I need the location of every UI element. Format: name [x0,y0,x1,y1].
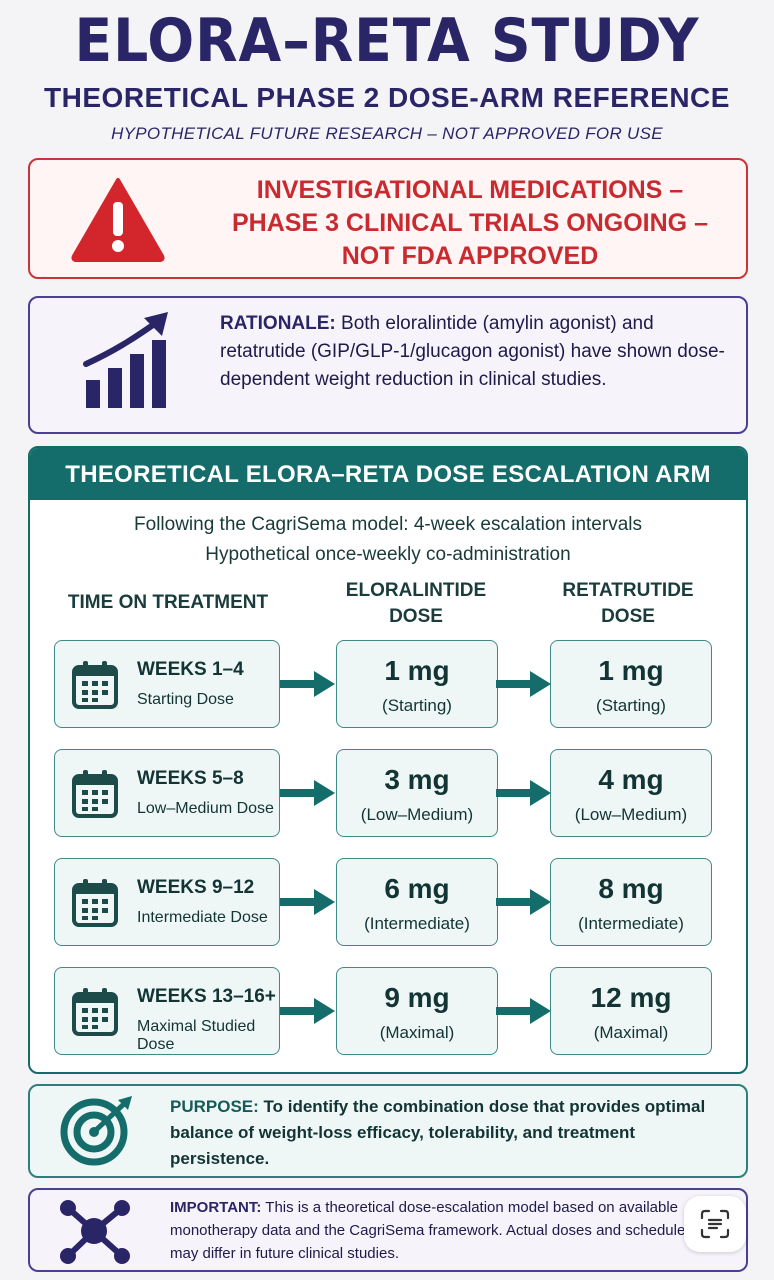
warning-line-3: NOT FDA APPROVED [341,242,599,270]
rationale-panel: RATIONALE: Both eloralintide (amylin ago… [28,296,748,434]
retatrutide-dose: 12 mg [590,982,672,1013]
column-header-eloralintide-line1: ELORALINTIDE [345,580,487,601]
treatment-period: WEEKS 1–4 [137,659,244,680]
rationale-text: RATIONALE: Both eloralintide (amylin ago… [220,310,730,394]
retatrutide-dose-card: 4 mg (Low–Medium) [550,749,712,837]
dose-stage: Starting Dose [137,691,234,708]
rising-bar-chart-icon [83,312,168,408]
escalation-interval-note: Following the CagriSema model: 4-week es… [134,514,642,535]
warning-banner: INVESTIGATIONAL MEDICATIONS – PHASE 3 CL… [28,158,748,279]
eloralintide-dose: 6 mg [384,873,450,904]
dose-escalation-subtitle: Following the CagriSema model: 4-week es… [30,510,746,570]
page-title: ELORA–RETA STUDY [74,6,700,76]
right-arrow-icon [280,888,336,916]
right-arrow-icon [496,779,552,807]
retatrutide-dose-level: (Intermediate) [578,914,684,933]
eloralintide-dose-level: (Starting) [382,696,452,715]
page-tagline: HYPOTHETICAL FUTURE RESEARCH – NOT APPRO… [111,124,663,143]
purpose-text: PURPOSE: To identify the combination dos… [170,1094,730,1172]
retatrutide-dose: 8 mg [598,873,664,904]
scan-text-button[interactable] [684,1196,746,1252]
dose-stage: Intermediate Dose [137,909,268,926]
dose-stage: Maximal Studied Dose [137,1018,256,1053]
right-arrow-icon [280,670,336,698]
calendar-icon [71,768,119,820]
purpose-body: To identify the combination dose that pr… [170,1097,706,1168]
eloralintide-dose-card: 3 mg (Low–Medium) [336,749,498,837]
eloralintide-dose-card: 9 mg (Maximal) [336,967,498,1055]
warning-line-1: INVESTIGATIONAL MEDICATIONS – [256,176,684,204]
purpose-label: PURPOSE: [170,1097,259,1116]
important-text: IMPORTANT: This is a theoretical dose-es… [170,1196,710,1265]
warning-text: INVESTIGATIONAL MEDICATIONS – PHASE 3 CL… [200,174,740,273]
column-header-retatrutide-line2: DOSE [601,606,655,627]
retatrutide-dose-level: (Low–Medium) [574,805,688,824]
eloralintide-dose-level: (Maximal) [379,1023,455,1042]
column-header-retatrutide-line1: RETATRUTIDE [562,580,694,601]
calendar-icon [71,659,119,711]
column-header-time: TIME ON TREATMENT [67,592,269,613]
treatment-period: WEEKS 5–8 [137,768,244,789]
important-label: IMPORTANT: [170,1199,262,1216]
dose-escalation-header: THEORETICAL ELORA–RETA DOSE ESCALATION A… [30,448,746,500]
retatrutide-dose-level: (Maximal) [593,1023,669,1042]
retatrutide-dose: 4 mg [598,764,664,795]
rationale-body: Both eloralintide (amylin agonist) and r… [220,313,725,390]
eloralintide-dose-level: (Low–Medium) [360,805,474,824]
important-body: This is a theoretical dose-escalation mo… [170,1199,693,1262]
column-header-retatrutide: RETATRUTIDE DOSE [548,578,708,630]
retatrutide-dose-card: 12 mg (Maximal) [550,967,712,1055]
eloralintide-dose-card: 6 mg (Intermediate) [336,858,498,946]
treatment-period: WEEKS 13–16+ [137,986,276,1007]
calendar-icon [71,986,119,1038]
eloralintide-dose-card: 1 mg (Starting) [336,640,498,728]
eloralintide-dose: 3 mg [384,764,450,795]
retatrutide-dose-card: 1 mg (Starting) [550,640,712,728]
column-header-eloralintide: ELORALINTIDE DOSE [336,578,496,630]
calendar-icon [71,877,119,929]
column-header-eloralintide-line2: DOSE [389,606,443,627]
dose-escalation-panel: THEORETICAL ELORA–RETA DOSE ESCALATION A… [28,446,748,1074]
eloralintide-dose-level: (Intermediate) [364,914,470,933]
scan-text-icon [700,1209,730,1239]
time-card: WEEKS 13–16+ Maximal Studied Dose [54,967,280,1055]
warning-triangle-icon [71,178,165,262]
right-arrow-icon [280,779,336,807]
right-arrow-icon [496,888,552,916]
time-card: WEEKS 5–8 Low–Medium Dose [54,749,280,837]
retatrutide-dose-card: 8 mg (Intermediate) [550,858,712,946]
eloralintide-dose: 1 mg [384,655,450,686]
molecule-network-icon [60,1200,130,1264]
retatrutide-dose: 1 mg [598,655,664,686]
eloralintide-dose: 9 mg [384,982,450,1013]
right-arrow-icon [280,997,336,1025]
purpose-panel: PURPOSE: To identify the combination dos… [28,1084,748,1178]
treatment-period: WEEKS 9–12 [137,877,255,898]
rationale-label: RATIONALE: [220,313,336,334]
right-arrow-icon [496,997,552,1025]
warning-line-2: PHASE 3 CLINICAL TRIALS ONGOING – [232,209,708,237]
time-card: WEEKS 1–4 Starting Dose [54,640,280,728]
administration-note: Hypothetical once-weekly co-administrati… [205,544,571,565]
page-subtitle: THEORETICAL PHASE 2 DOSE-ARM REFERENCE [44,82,730,113]
retatrutide-dose-level: (Starting) [596,696,666,715]
time-card: WEEKS 9–12 Intermediate Dose [54,858,280,946]
target-icon [60,1096,132,1166]
dose-stage: Low–Medium Dose [137,800,274,817]
right-arrow-icon [496,670,552,698]
important-panel: IMPORTANT: This is a theoretical dose-es… [28,1188,748,1272]
